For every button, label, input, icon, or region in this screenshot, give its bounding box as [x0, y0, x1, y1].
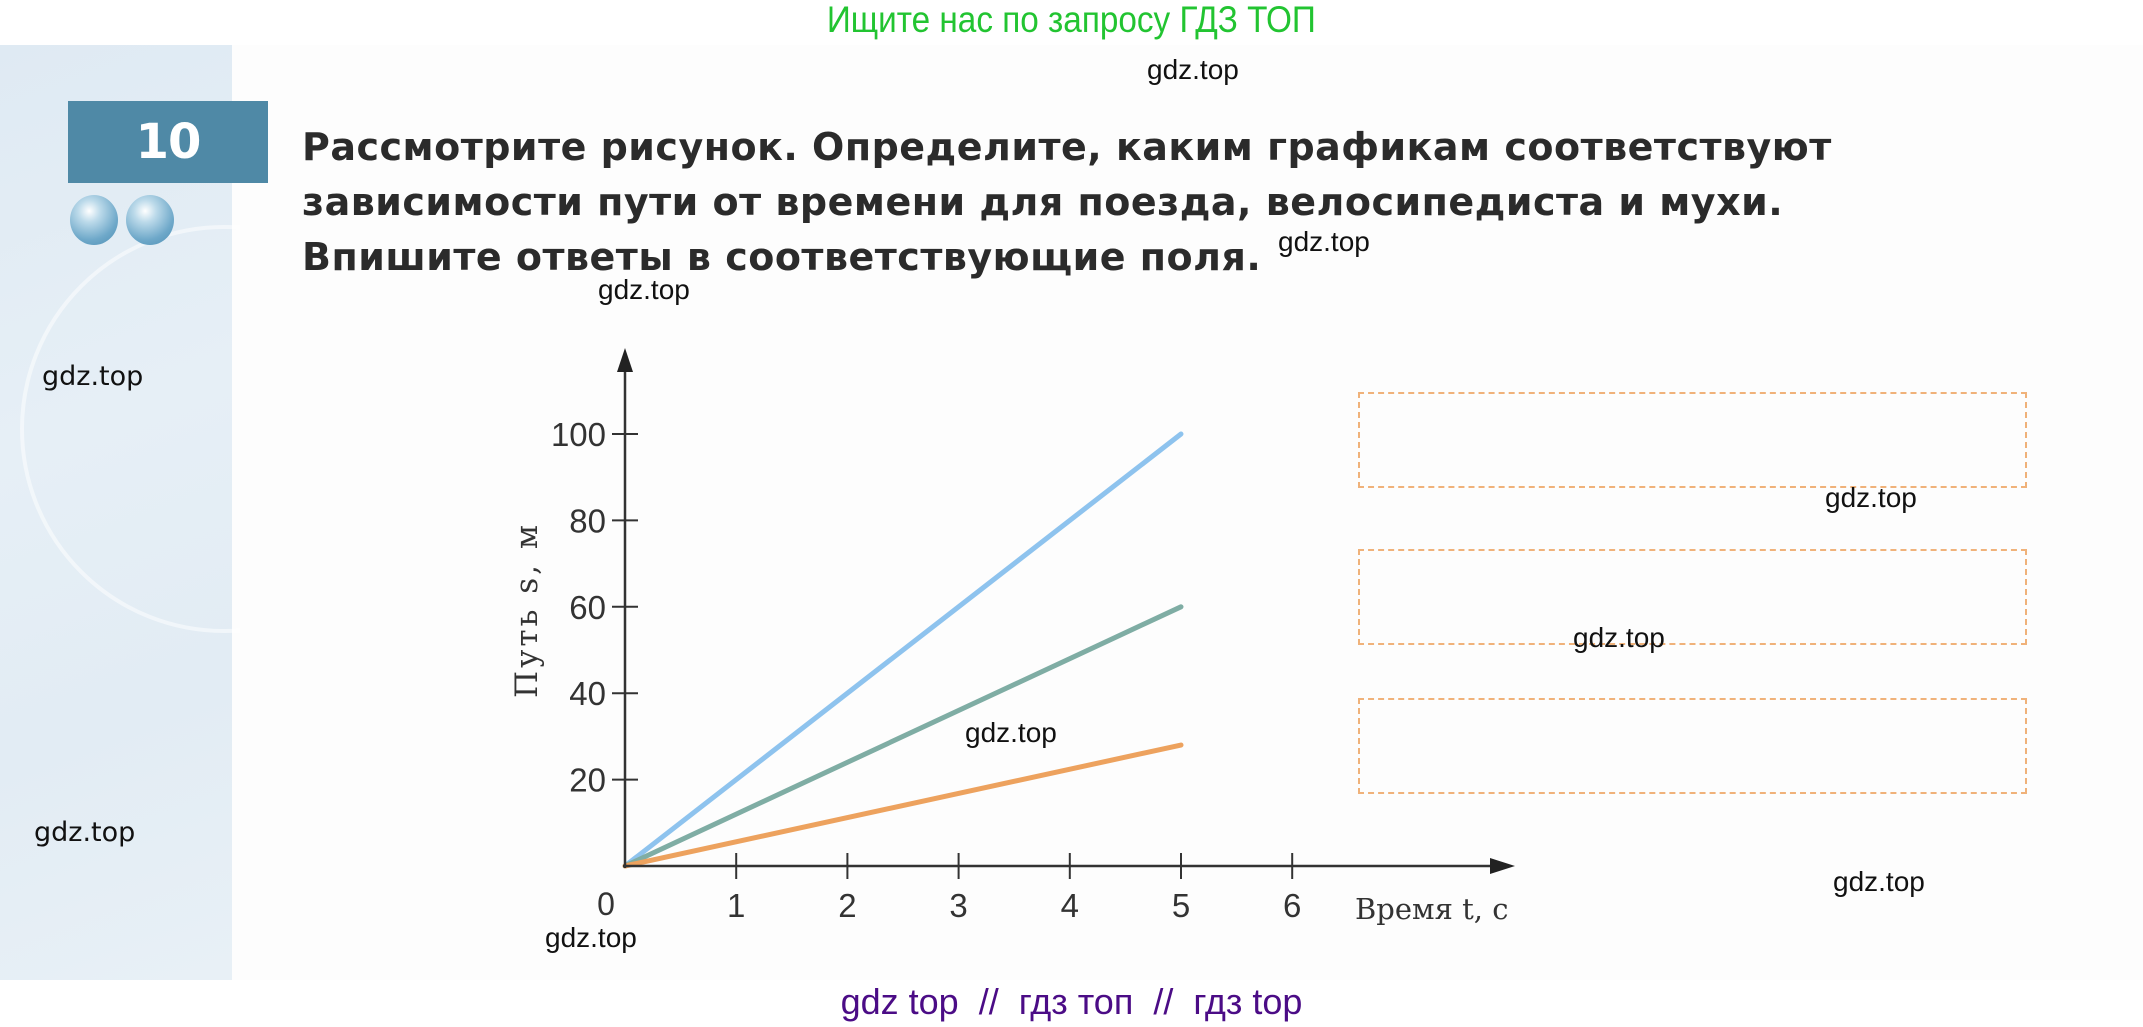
watermark: gdz.top — [1147, 54, 1239, 85]
answer-field-1[interactable] — [1358, 392, 2027, 488]
footer-watermark: gdz top // гдз топ // гдз top — [840, 981, 1303, 1022]
watermark: gdz.top — [545, 922, 637, 953]
watermark: gdz.top — [965, 717, 1057, 748]
question-line: Впишите ответы в соответствующие поля. — [302, 235, 1262, 279]
difficulty-dot-icon — [126, 195, 174, 245]
watermark: gdz.top — [1278, 226, 1370, 257]
watermark: gdz.top — [42, 361, 144, 392]
answer-field-3[interactable] — [1358, 698, 2027, 794]
answer-field-2[interactable] — [1358, 549, 2027, 645]
exercise-number-badge: 10 — [68, 101, 268, 183]
search-banner: Ищите нас по запросу ГДЗ ТОП — [826, 0, 1316, 40]
watermark: gdz.top — [598, 274, 690, 305]
watermark: gdz.top — [1573, 622, 1665, 653]
question-line: Рассмотрите рисунок. Определите, каким г… — [302, 125, 1832, 169]
question-line: зависимости пути от времени для поезда, … — [302, 180, 1784, 224]
page-side-strip — [0, 45, 232, 980]
watermark: gdz.top — [1825, 482, 1917, 513]
watermark: gdz.top — [1833, 866, 1925, 897]
difficulty-dot-icon — [70, 195, 118, 245]
difficulty-indicator — [70, 195, 174, 245]
watermark: gdz.top — [34, 817, 136, 848]
exercise-question: Рассмотрите рисунок. Определите, каким г… — [302, 120, 1832, 285]
